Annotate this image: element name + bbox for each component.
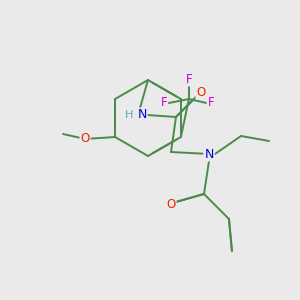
Text: F: F: [186, 73, 192, 85]
Text: F: F: [160, 95, 167, 109]
Text: O: O: [196, 85, 206, 98]
Text: F: F: [208, 95, 214, 109]
Text: O: O: [80, 133, 90, 146]
Text: H: H: [125, 110, 133, 120]
Text: N: N: [204, 148, 214, 160]
Text: N: N: [137, 109, 147, 122]
Text: O: O: [167, 197, 176, 211]
